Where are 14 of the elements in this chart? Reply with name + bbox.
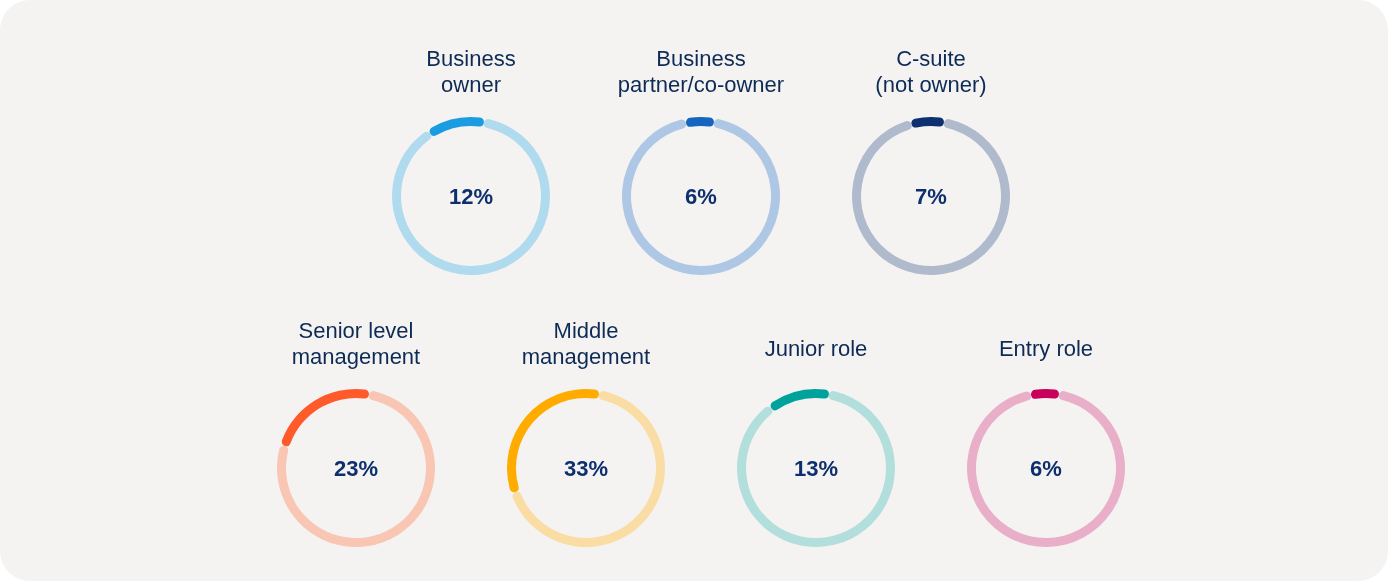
chart-title: Business partner/co-owner <box>617 45 785 97</box>
chart-title: Senior level management <box>291 317 421 369</box>
data-label: 12% <box>448 183 494 209</box>
data-label: 13% <box>793 455 839 481</box>
chart-title: C-suite (not owner) <box>875 45 987 97</box>
data-label: 23% <box>333 455 379 481</box>
data-label: 6% <box>685 183 717 209</box>
data-label: 7% <box>915 183 947 209</box>
data-label: 6% <box>1030 455 1062 481</box>
data-label: 33% <box>563 455 609 481</box>
chart-title: Business owner <box>426 45 516 97</box>
chart-title: Junior role <box>764 335 868 361</box>
chart-title: Middle management <box>521 317 651 369</box>
chart-title: Entry role <box>998 335 1094 361</box>
